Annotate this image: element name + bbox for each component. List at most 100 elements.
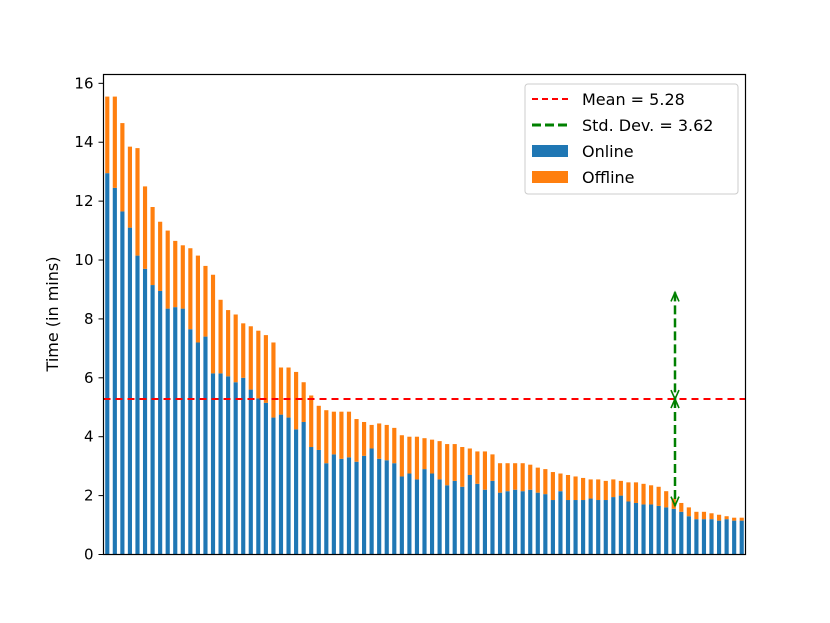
bar-offline	[150, 207, 155, 286]
bar-online	[497, 492, 503, 555]
bar-online	[369, 448, 374, 555]
y-axis-label: Time (in mins)	[43, 257, 62, 373]
bar-online	[158, 290, 163, 555]
bar-online	[339, 458, 344, 555]
bar-online	[105, 173, 110, 555]
legend-offline-label: Offline	[582, 168, 635, 187]
bar-offline	[505, 463, 510, 492]
bar-online	[278, 414, 284, 555]
bar-online	[588, 498, 593, 555]
bar-online	[392, 463, 397, 555]
bar-offline	[528, 464, 533, 490]
bar-offline	[520, 463, 525, 492]
bar-online	[701, 519, 707, 555]
bar-offline	[309, 395, 314, 448]
bar-online	[558, 491, 563, 555]
bar-offline	[226, 310, 231, 377]
bar-offline	[626, 482, 631, 502]
bar-offline	[407, 436, 412, 474]
bar-offline	[271, 342, 276, 418]
legend-mean-label: Mean = 5.28	[582, 90, 685, 109]
bar-online	[445, 485, 450, 555]
bar-offline	[724, 516, 729, 520]
bar-online	[407, 473, 412, 555]
bar-online	[550, 500, 555, 555]
y-tick-label: 8	[84, 310, 94, 328]
bar-online	[437, 479, 442, 555]
bar-offline	[656, 486, 661, 506]
bar-offline	[633, 482, 639, 503]
legend-std-label: Std. Dev. = 3.62	[582, 116, 713, 135]
bar-online	[626, 501, 631, 555]
bar-online	[112, 187, 117, 555]
bar-online	[271, 417, 276, 555]
bar-offline	[361, 421, 367, 456]
bar-offline	[686, 507, 691, 517]
bar-offline	[475, 451, 480, 484]
bar-offline	[256, 330, 261, 399]
std-dev-marker	[670, 290, 680, 508]
bar-offline	[233, 314, 238, 383]
bar-online	[150, 285, 155, 555]
bar-offline	[664, 491, 669, 508]
bar-online	[195, 342, 200, 555]
bar-offline	[142, 186, 148, 269]
bar-online	[173, 307, 178, 555]
bar-offline	[195, 255, 200, 343]
bar-offline	[105, 96, 110, 174]
bar-offline	[218, 299, 223, 374]
bar-offline	[701, 511, 707, 520]
bar-online	[354, 461, 359, 555]
bar-online	[331, 454, 336, 555]
y-tick-label: 16	[74, 74, 93, 92]
bar-offline	[467, 448, 472, 475]
bar-online	[482, 489, 488, 555]
bar-online	[694, 519, 699, 555]
bar-online	[573, 500, 578, 555]
bar-online	[633, 502, 639, 555]
bar-offline	[301, 382, 306, 422]
bar-online	[165, 308, 170, 555]
y-tick-label: 0	[84, 546, 94, 564]
bar-online	[135, 255, 140, 555]
bar-offline	[422, 438, 427, 470]
bar-offline	[603, 480, 608, 501]
bar-online	[429, 473, 435, 555]
bar-online	[611, 497, 616, 555]
bar-offline	[414, 436, 420, 480]
bar-offline	[399, 435, 404, 477]
bar-online	[520, 491, 525, 555]
bar-online	[475, 483, 480, 555]
bar-offline	[679, 502, 684, 512]
bar-online	[316, 449, 321, 555]
bar-offline	[127, 146, 133, 228]
bar-online	[671, 508, 676, 555]
bar-online	[686, 516, 691, 555]
legend-online-swatch	[532, 145, 568, 157]
bar-offline	[316, 405, 321, 450]
bar-offline	[377, 423, 382, 459]
bar-online	[203, 336, 208, 555]
bar-offline	[565, 474, 571, 501]
bar-online	[505, 491, 510, 555]
bar-online	[309, 447, 314, 555]
y-tick-label: 6	[84, 369, 94, 387]
bar-offline	[429, 439, 435, 474]
bar-offline	[165, 230, 170, 309]
std-arrowhead-bottom	[670, 496, 680, 508]
bar-offline	[384, 424, 389, 461]
legend: Mean = 5.28 Std. Dev. = 3.62 Online Offl…	[524, 83, 739, 195]
bar-offline	[490, 454, 495, 481]
bar-online	[641, 504, 646, 555]
bar-online	[226, 376, 231, 555]
bar-offline	[135, 148, 140, 256]
bar-online	[210, 373, 216, 555]
bar-offline	[649, 485, 654, 505]
bar-offline	[558, 473, 563, 492]
bar-online	[127, 227, 133, 555]
bar-offline	[596, 479, 601, 501]
y-tick-label: 4	[84, 428, 94, 446]
bar-online	[324, 463, 329, 555]
bar-offline	[716, 514, 722, 521]
